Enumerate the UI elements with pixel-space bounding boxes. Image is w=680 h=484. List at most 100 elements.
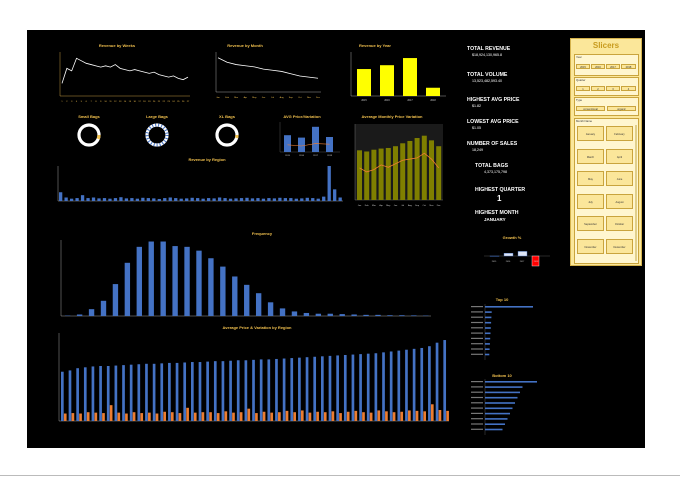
avg-price-tick-label: 2017 — [313, 155, 319, 157]
month-option[interactable]: November — [577, 238, 604, 254]
region-bar — [250, 198, 255, 201]
weeks-tick-label: 20 — [153, 101, 156, 103]
region-avg-bar — [99, 366, 102, 421]
region-bar — [256, 198, 260, 201]
region-bar — [152, 198, 156, 201]
region-bar — [234, 198, 238, 201]
region-avg-bar — [412, 348, 416, 421]
avg-price-tick-label: 2015 — [285, 155, 291, 157]
avg-price-tick-label: 2018 — [327, 155, 333, 157]
monthly-bar — [429, 140, 434, 200]
month-tick-label: Jan — [216, 97, 220, 99]
month-option[interactable]: October — [606, 216, 633, 231]
month-option[interactable]: April — [606, 148, 633, 164]
region-bar — [316, 198, 320, 201]
monthly-bar — [400, 143, 406, 200]
rank-label — [471, 316, 483, 318]
region-bar — [212, 198, 216, 201]
frequency-bar — [220, 266, 226, 316]
region-bar — [124, 198, 129, 201]
year-option[interactable]: 2017 — [606, 64, 620, 69]
rank-label — [471, 428, 483, 430]
quarter-option[interactable]: 2 — [591, 86, 605, 91]
kpi-value: $1.82 — [472, 104, 481, 108]
month-option[interactable]: September — [577, 216, 604, 231]
region-bar — [333, 189, 337, 201]
region-bar — [168, 197, 172, 201]
month-scrollbar[interactable] — [635, 125, 637, 261]
year-option[interactable]: 2018 — [621, 64, 636, 69]
avg-price-bar — [298, 137, 305, 152]
month-tick-label: Jul — [271, 97, 274, 99]
monthly-bar — [357, 150, 362, 200]
growth-title: Growth % — [502, 235, 522, 240]
region-bar — [163, 198, 167, 201]
region-avg-bar — [137, 364, 141, 421]
type-option[interactable]: conventional — [576, 106, 605, 111]
year-option[interactable]: 2016 — [591, 64, 605, 69]
year-option[interactable]: 2015 — [576, 64, 590, 69]
quarter-option[interactable]: 4 — [621, 86, 636, 91]
region-avg-bar — [336, 355, 339, 421]
month-tick-label: Dec — [316, 97, 321, 99]
region-variation-bar — [186, 407, 189, 421]
region-variation-bar — [140, 413, 144, 421]
region-bar — [228, 198, 233, 201]
month-option[interactable]: January — [577, 126, 604, 141]
month-tick-label: Sep — [289, 97, 294, 99]
weeks-tick-label: 3 — [71, 101, 73, 103]
frequency-bar — [112, 284, 119, 316]
region-avg-bar — [160, 363, 164, 421]
region-variation-bar — [94, 412, 98, 421]
frequency-bar — [160, 241, 166, 316]
region-avg-bar — [305, 357, 309, 421]
rank-bar — [485, 337, 491, 340]
region-variation-bar — [446, 410, 449, 421]
region-bar — [223, 198, 227, 201]
month-option[interactable]: August — [606, 193, 633, 209]
region-avg-bar — [282, 358, 286, 421]
growth-chart: 2015 2016 2017 2018 — [484, 251, 550, 267]
month-option[interactable]: July — [577, 193, 604, 209]
month-option[interactable]: May — [577, 171, 604, 186]
month-tick-label: Nov — [307, 97, 312, 99]
rank-label — [471, 348, 483, 350]
frequency-bar — [399, 315, 405, 316]
type-option[interactable]: organic — [607, 106, 636, 111]
region-bar — [91, 197, 96, 201]
xl-bags-title: XL Bags — [219, 114, 235, 119]
quarter-option[interactable]: 1 — [576, 86, 590, 91]
region-bar — [201, 198, 205, 201]
region-variation-bar — [239, 412, 243, 421]
type-slicer-label: Type — [576, 98, 583, 102]
frequency-bar — [375, 314, 381, 316]
region-avg-bar — [343, 355, 347, 421]
region-avg-bar — [313, 356, 317, 421]
month-option[interactable]: December — [606, 238, 633, 254]
weeks-tick-label: 22 — [163, 101, 166, 103]
rev-region-title: Revenue by Region — [188, 157, 226, 162]
weeks-tick-label: 1 — [61, 101, 63, 103]
month-option[interactable]: June — [606, 171, 633, 186]
growth-tick-label: 2016 — [506, 261, 511, 263]
region-variation-bar — [132, 412, 136, 421]
month-option[interactable]: March — [577, 148, 604, 164]
region-variation-bar — [385, 411, 388, 421]
avg-monthly-price-chart: Jan Feb Mar Apr May Jun Jul Aug Sep Oct Nov Dec — [354, 124, 443, 207]
region-bar — [300, 198, 304, 201]
rank-label — [471, 407, 483, 409]
weeks-tick-label: 6 — [86, 101, 88, 103]
region-bar — [108, 198, 112, 201]
frequency-bar — [267, 302, 274, 316]
month-tick-label: Apr — [244, 96, 248, 99]
weeks-tick-label: 2 — [66, 101, 68, 103]
growth-tick-label: 2018 — [534, 261, 539, 263]
quarter-option[interactable]: 3 — [606, 86, 620, 91]
region-bar — [283, 198, 287, 201]
region-variation-bar — [247, 408, 251, 421]
month-option[interactable]: February — [606, 126, 633, 141]
weeks-tick-label: 16 — [133, 101, 136, 103]
slicers-title: Slicers — [592, 41, 620, 50]
region-bar — [146, 198, 150, 201]
region-variation-bar — [362, 412, 365, 421]
